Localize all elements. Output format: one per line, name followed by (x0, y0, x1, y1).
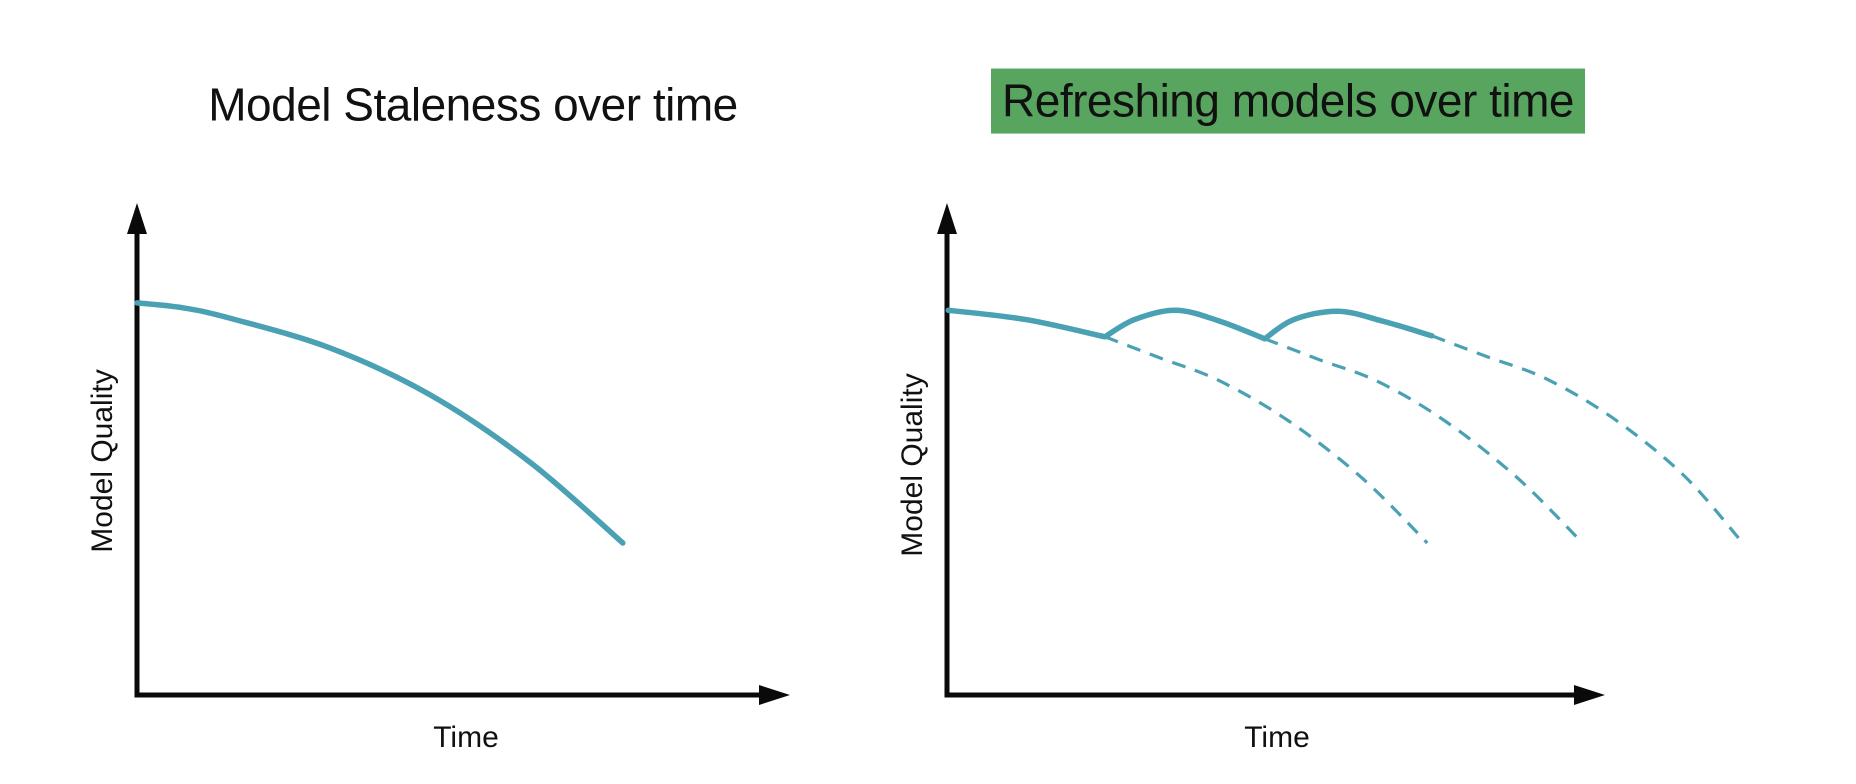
left-x-axis-label: Time (433, 721, 499, 754)
stale-decay-if-no-refresh-1 (1104, 335, 1429, 545)
model-quality-without-refresh (134, 300, 626, 546)
left-chart-title: Model Staleness over time (208, 78, 738, 131)
left-chart-axes (134, 231, 762, 698)
refreshed-model-quality-segment-2 (1102, 307, 1268, 342)
right-x-axis-arrowhead-icon (1574, 685, 1605, 705)
left-y-axis-label: Model Quality (86, 369, 119, 553)
stale-decay-if-no-refresh-2 (1264, 337, 1584, 544)
right-y-axis-label: Model Quality (896, 373, 929, 557)
right-chart-axes (944, 231, 1577, 698)
stale-decay-if-no-refresh-3 (1431, 334, 1744, 544)
left-chart-plot (127, 203, 790, 705)
right-y-axis-arrowhead-icon (937, 203, 957, 234)
left-x-axis-arrowhead-icon (759, 685, 790, 705)
right-chart-plot (937, 203, 1744, 705)
right-x-axis-label: Time (1244, 721, 1310, 754)
refreshed-model-quality-segment-3 (1262, 308, 1435, 342)
refreshed-model-quality-segment-1 (945, 307, 1108, 340)
left-y-axis-arrowhead-icon (127, 203, 147, 234)
right-chart-title-highlighted: Refreshing models over time (991, 68, 1585, 134)
